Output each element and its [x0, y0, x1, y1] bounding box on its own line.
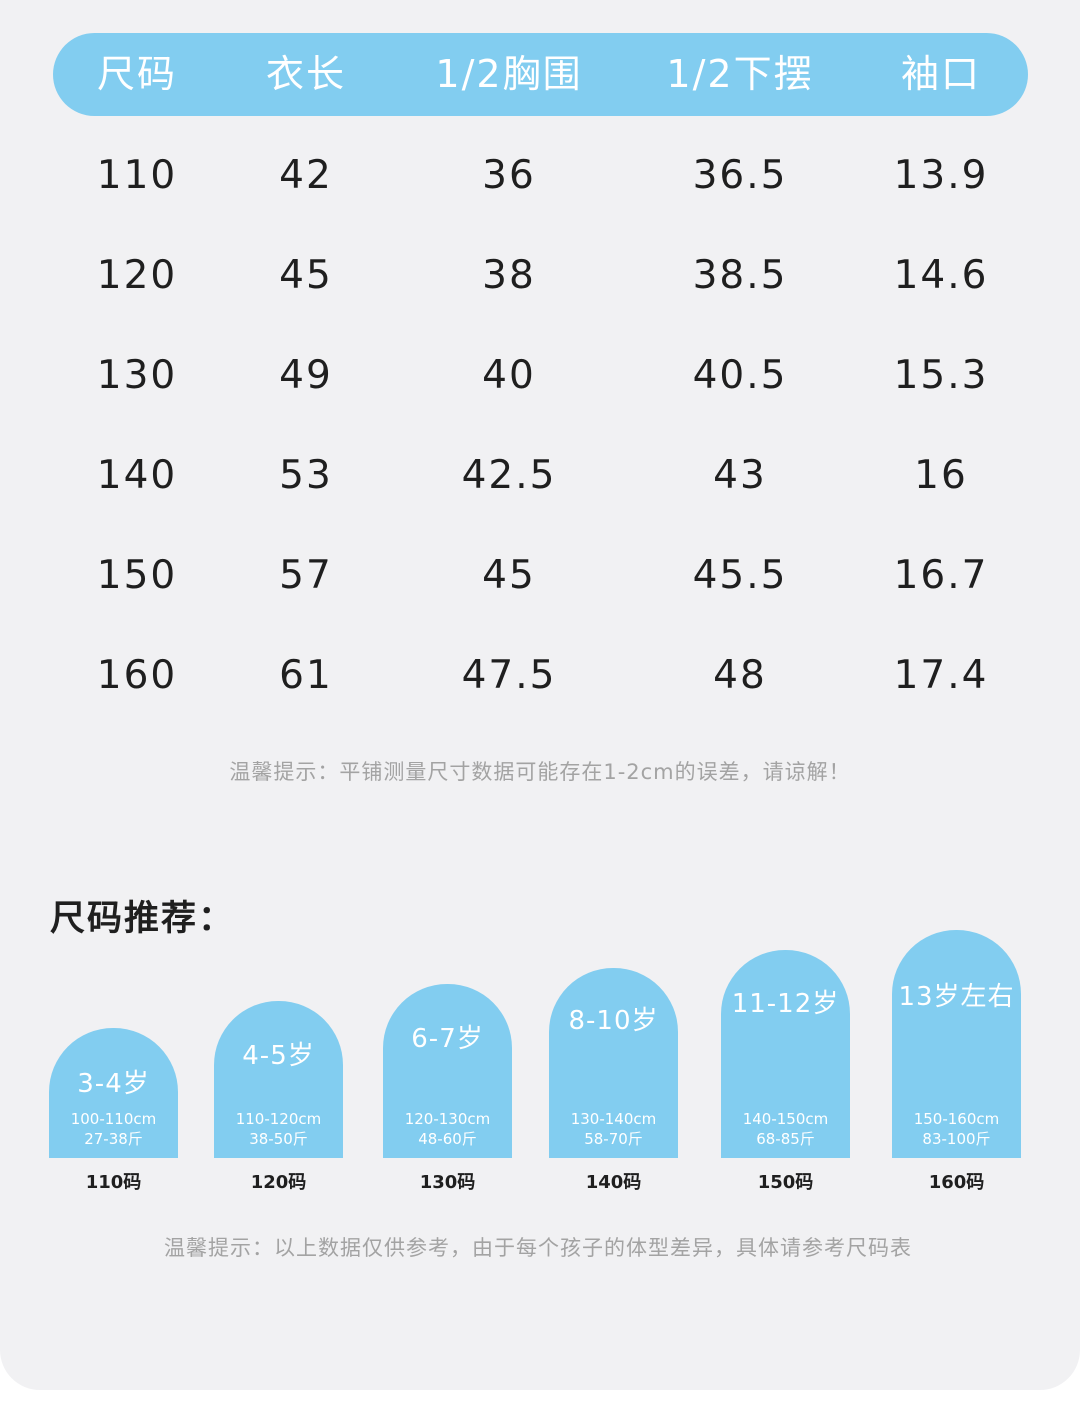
- header-cuff: 袖口: [900, 52, 982, 96]
- size-code-label: 120码: [250, 1172, 307, 1193]
- cell-half-chest: 42.5: [461, 453, 557, 498]
- cell-half-hem: 38.5: [692, 253, 788, 298]
- age-label: 4-5岁: [242, 1041, 315, 1071]
- cell-half-chest: 47.5: [461, 653, 557, 698]
- table-row: 140 53 42.5 43 16: [0, 446, 1080, 506]
- table-row: 160 61 47.5 48 17.4: [0, 646, 1080, 706]
- recommend-card-140: 8-10岁 130-140cm 58-70斤: [549, 968, 678, 1158]
- table-row: 130 49 40 40.5 15.3: [0, 346, 1080, 406]
- cell-half-chest: 40: [482, 353, 536, 398]
- cell-size: 160: [96, 653, 178, 698]
- age-label: 8-10岁: [568, 1006, 659, 1036]
- cell-size: 120: [96, 253, 178, 298]
- size-code-label: 140码: [585, 1172, 642, 1193]
- cell-cuff: 14.6: [893, 253, 989, 298]
- cell-length: 42: [279, 153, 333, 198]
- cell-size: 140: [96, 453, 178, 498]
- recommend-card-160: 13岁左右 150-160cm 83-100斤: [892, 930, 1021, 1158]
- height-range: 110-120cm: [235, 1110, 322, 1128]
- height-range: 120-130cm: [404, 1110, 491, 1128]
- cell-half-hem: 45.5: [692, 553, 788, 598]
- cell-length: 53: [279, 453, 333, 498]
- cell-length: 49: [279, 353, 333, 398]
- weight-range: 58-70斤: [584, 1130, 643, 1148]
- age-label: 3-4岁: [77, 1069, 150, 1099]
- weight-range: 38-50斤: [249, 1130, 308, 1148]
- size-chart-card: 尺码 衣长 1/2胸围 1/2下摆 袖口 110 42 36 36.5 13.9…: [0, 0, 1080, 1390]
- size-code-label: 130码: [419, 1172, 476, 1193]
- header-half-hem: 1/2下摆: [666, 52, 814, 96]
- cell-half-hem: 36.5: [692, 153, 788, 198]
- size-code-label: 150码: [757, 1172, 814, 1193]
- age-label: 13岁左右: [898, 982, 1015, 1012]
- height-range: 100-110cm: [70, 1110, 157, 1128]
- cell-half-hem: 48: [713, 653, 767, 698]
- cell-cuff: 16: [914, 453, 968, 498]
- recommend-note: 温馨提示：以上数据仅供参考，由于每个孩子的体型差异，具体请参考尺码表: [164, 1236, 912, 1260]
- cell-size: 130: [96, 353, 178, 398]
- header-half-chest: 1/2胸围: [435, 52, 583, 96]
- height-range: 150-160cm: [913, 1110, 1000, 1128]
- cell-cuff: 16.7: [893, 553, 989, 598]
- cell-size: 110: [96, 153, 178, 198]
- table-header: 尺码 衣长 1/2胸围 1/2下摆 袖口: [53, 33, 1028, 116]
- weight-range: 27-38斤: [84, 1130, 143, 1148]
- table-row: 150 57 45 45.5 16.7: [0, 546, 1080, 606]
- cell-half-hem: 40.5: [692, 353, 788, 398]
- table-row: 120 45 38 38.5 14.6: [0, 246, 1080, 306]
- height-range: 130-140cm: [570, 1110, 657, 1128]
- age-label: 6-7岁: [411, 1024, 484, 1054]
- recommend-card-130: 6-7岁 120-130cm 48-60斤: [383, 984, 512, 1158]
- cell-half-hem: 43: [713, 453, 767, 498]
- cell-size: 150: [96, 553, 178, 598]
- recommend-card-120: 4-5岁 110-120cm 38-50斤: [214, 1001, 343, 1158]
- recommend-card-150: 11-12岁 140-150cm 68-85斤: [721, 950, 850, 1158]
- weight-range: 83-100斤: [922, 1130, 991, 1148]
- age-label: 11-12岁: [731, 989, 840, 1019]
- table-row: 110 42 36 36.5 13.9: [0, 146, 1080, 206]
- size-code-label: 110码: [85, 1172, 142, 1193]
- cell-half-chest: 36: [482, 153, 536, 198]
- cell-cuff: 13.9: [893, 153, 989, 198]
- cell-length: 61: [279, 653, 333, 698]
- header-size: 尺码: [96, 52, 178, 96]
- recommend-title: 尺码推荐：: [50, 899, 236, 939]
- cell-length: 45: [279, 253, 333, 298]
- cell-cuff: 15.3: [893, 353, 989, 398]
- weight-range: 68-85斤: [756, 1130, 815, 1148]
- recommend-card-110: 3-4岁 100-110cm 27-38斤: [49, 1028, 178, 1158]
- measurement-note: 温馨提示：平铺测量尺寸数据可能存在1-2cm的误差，请谅解！: [229, 760, 851, 784]
- cell-cuff: 17.4: [893, 653, 989, 698]
- height-range: 140-150cm: [742, 1110, 829, 1128]
- size-code-label: 160码: [928, 1172, 985, 1193]
- cell-half-chest: 45: [482, 553, 536, 598]
- cell-half-chest: 38: [482, 253, 536, 298]
- header-length: 衣长: [265, 52, 347, 96]
- cell-length: 57: [279, 553, 333, 598]
- weight-range: 48-60斤: [418, 1130, 477, 1148]
